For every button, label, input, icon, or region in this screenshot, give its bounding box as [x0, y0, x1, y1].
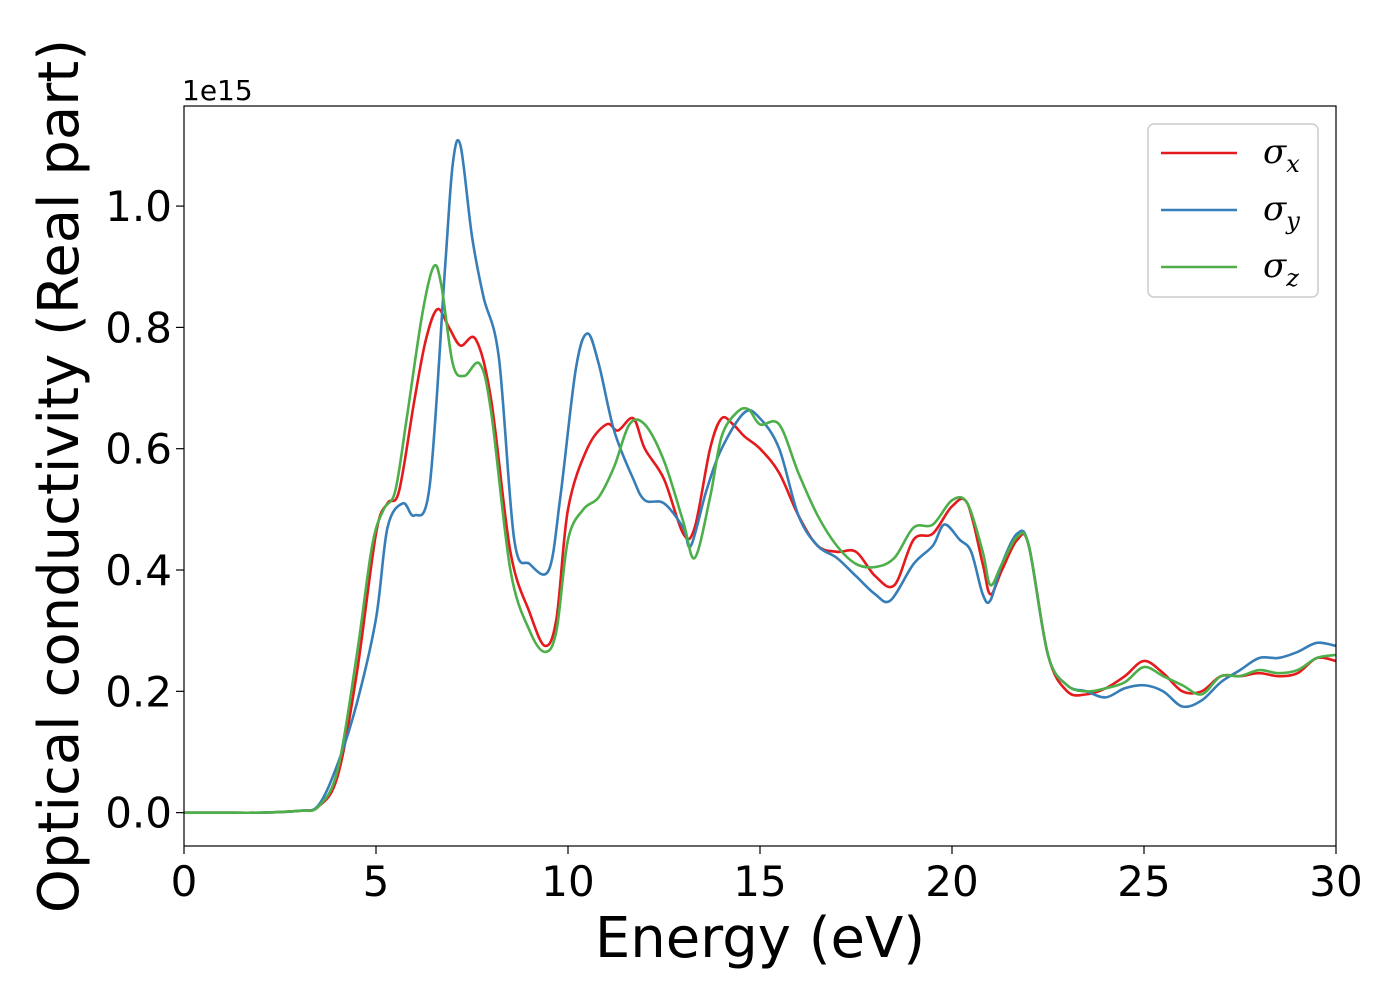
legend-label-symbol: σ	[1263, 132, 1287, 172]
y-tick-label: 0.2	[105, 667, 172, 716]
x-tick-label: 0	[171, 857, 198, 906]
x-axis: 0 5 10 15 20 25 30	[171, 846, 1363, 906]
x-tick-label: 25	[1117, 857, 1170, 906]
x-tick-label: 30	[1309, 857, 1362, 906]
x-tick-label: 15	[733, 857, 786, 906]
legend-label-y: σy	[1263, 189, 1300, 235]
x-tick-label: 10	[541, 857, 594, 906]
x-tick-label: 20	[925, 857, 978, 906]
series-line-y	[184, 139, 1336, 815]
series-layer	[184, 139, 1336, 815]
y-offset-label: 1e15	[182, 74, 253, 107]
y-axis-title: Optical conductivity (Real part)	[27, 39, 92, 913]
y-tick-label: 1.0	[105, 182, 172, 231]
legend-label-subscript: x	[1286, 150, 1300, 178]
y-tick-label: 0.8	[105, 303, 172, 352]
legend-label-symbol: σ	[1263, 246, 1287, 286]
x-axis-title: Energy (eV)	[595, 906, 925, 971]
legend-label-z: σz	[1263, 246, 1299, 292]
y-tick-label: 0.4	[105, 546, 172, 595]
y-axis: 0.0 0.2 0.4 0.6 0.8 1.0	[105, 182, 184, 838]
x-tick-label: 5	[363, 857, 390, 906]
series-line-z	[184, 263, 1336, 815]
y-tick-label: 0.0	[105, 789, 172, 838]
legend-label-x: σx	[1263, 132, 1300, 178]
legend-label-symbol: σ	[1263, 189, 1287, 229]
legend-label-subscript: z	[1285, 264, 1299, 292]
plot-area	[183, 105, 1337, 847]
legend-label-subscript: y	[1285, 207, 1300, 235]
y-tick-label: 0.6	[105, 425, 172, 474]
